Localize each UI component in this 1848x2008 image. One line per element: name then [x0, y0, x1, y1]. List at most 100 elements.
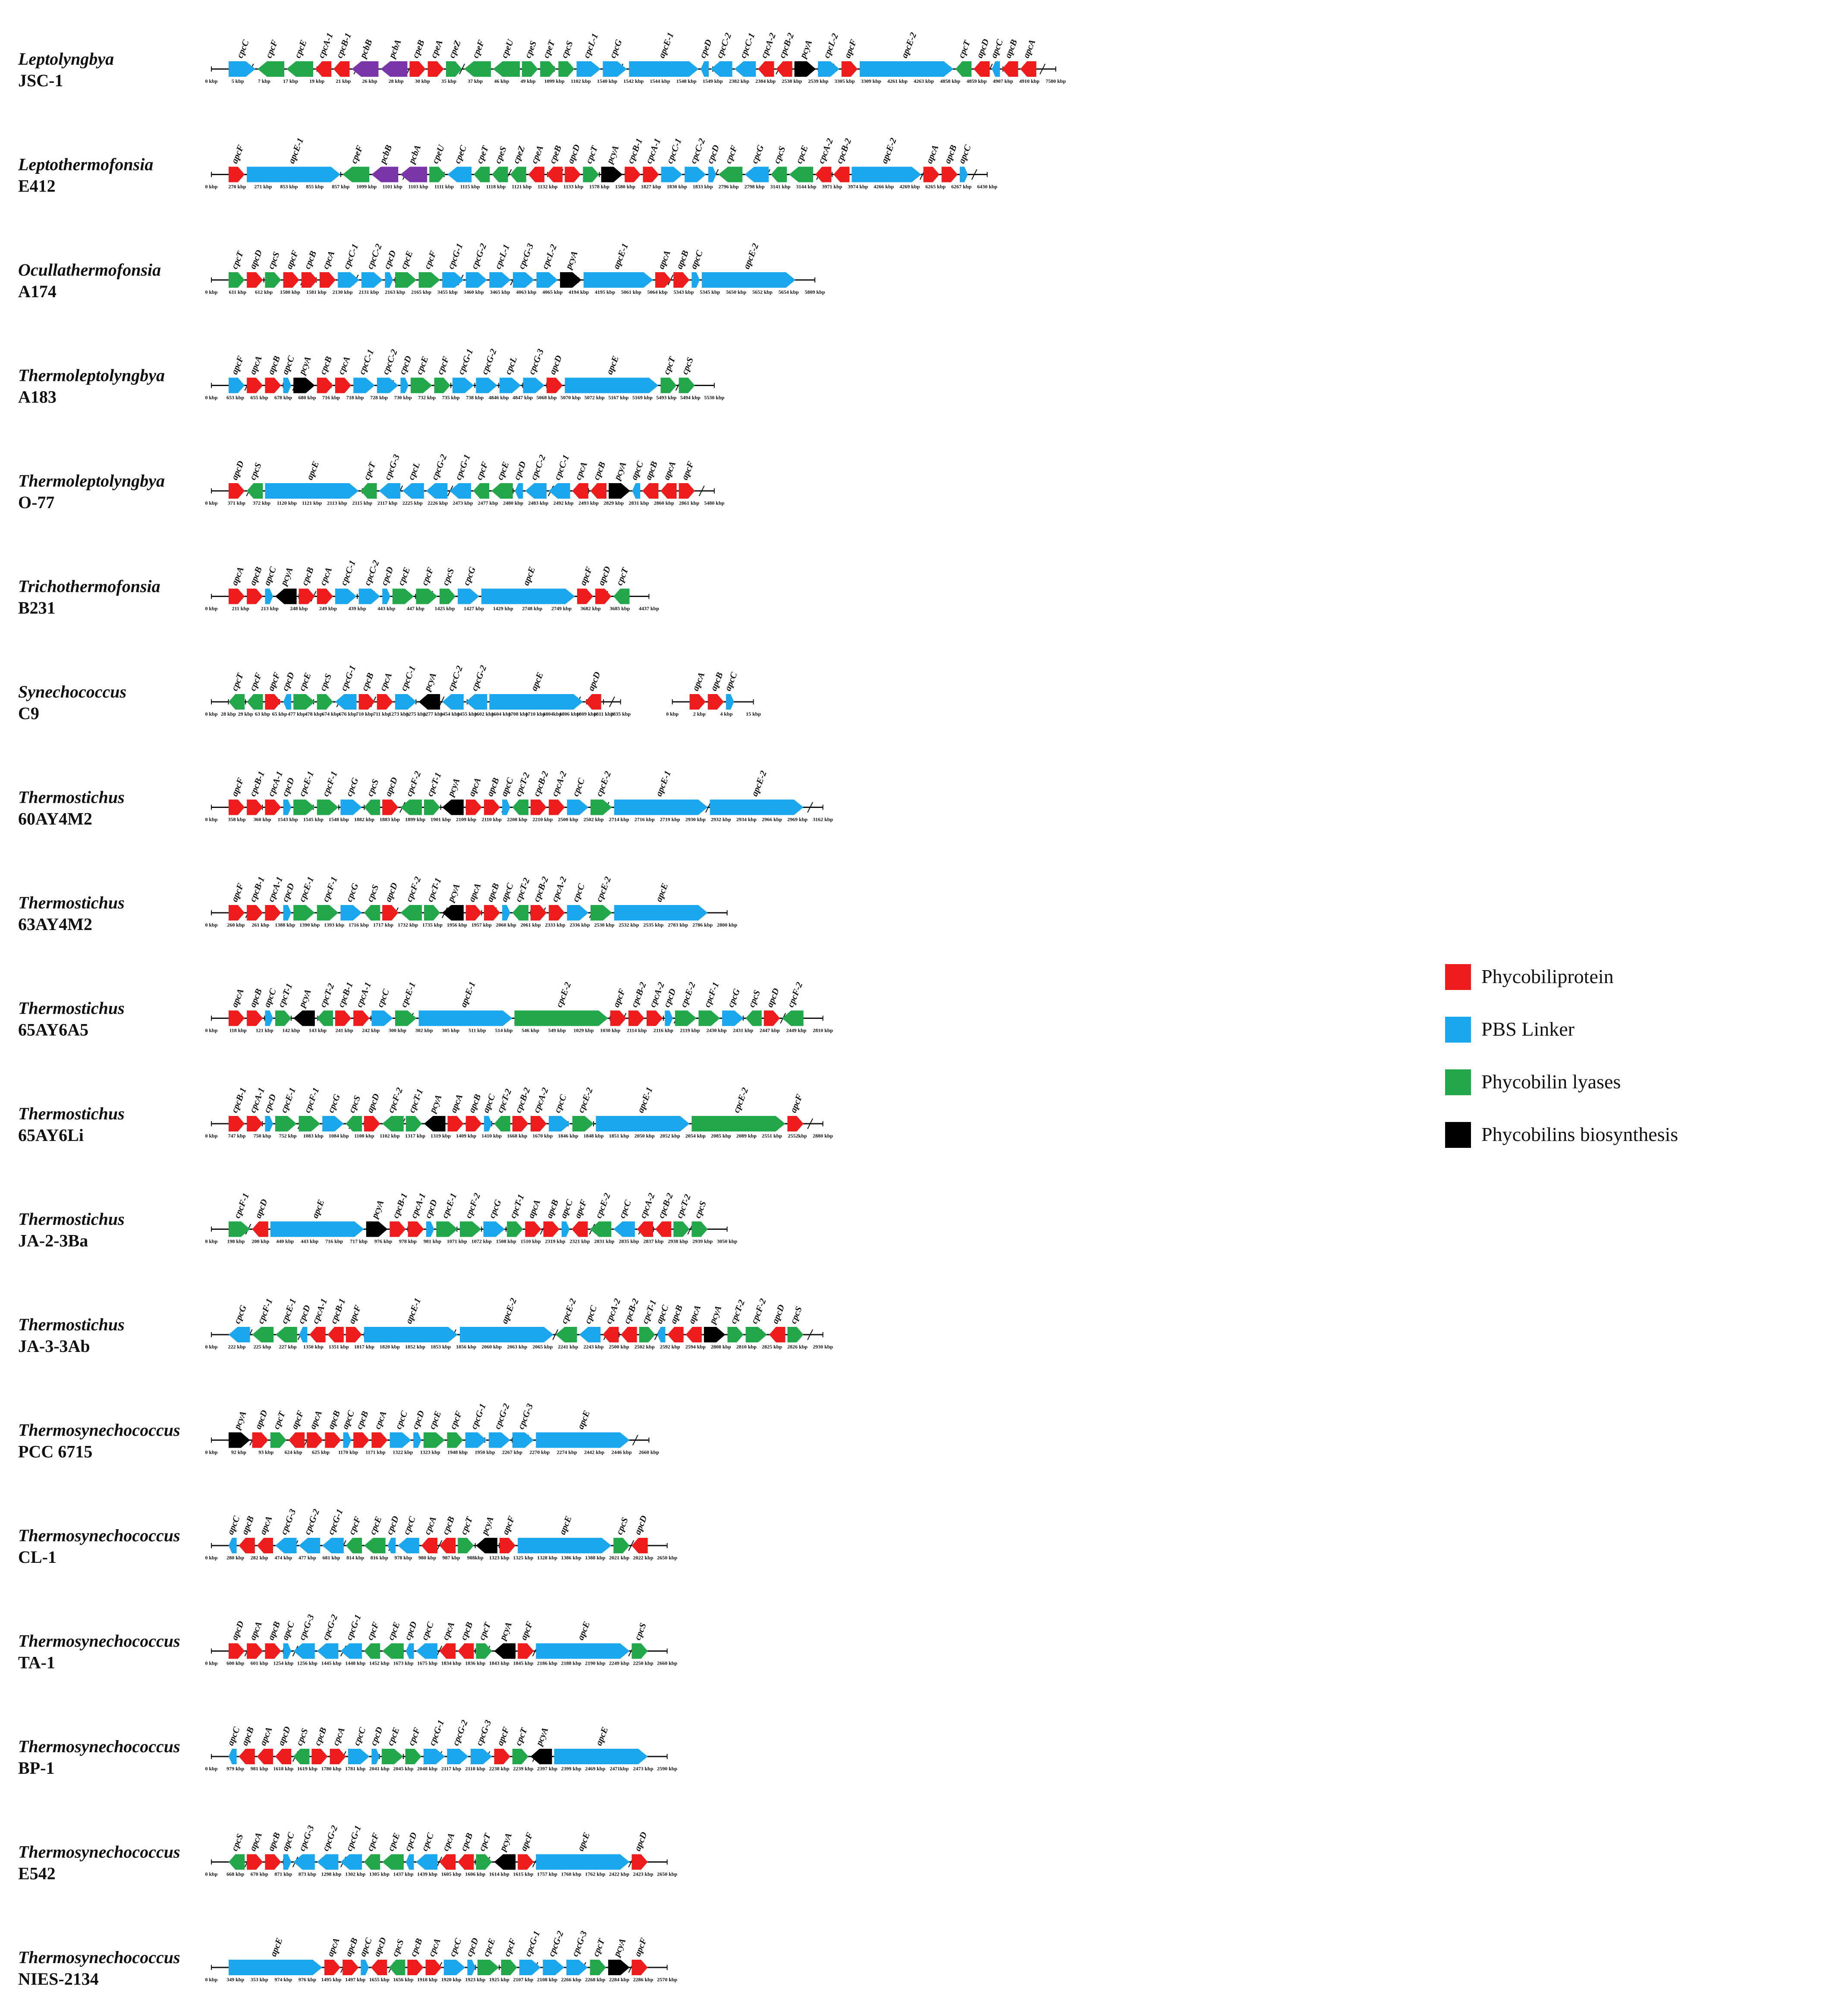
tick-label: 0 kbp — [205, 817, 217, 823]
gene-label: apcE — [528, 671, 545, 692]
gene-label: cpcB-1 — [334, 31, 353, 60]
break-mark — [1039, 63, 1046, 75]
gene-arrow-cpcf — [405, 1749, 421, 1764]
gene-arrow-apcd — [382, 799, 399, 815]
tick-label: 1656 kbp — [393, 1977, 413, 1983]
gene-arrow-pcya — [476, 1538, 497, 1553]
tick-label: 1452 kbp — [369, 1660, 390, 1666]
gene-arrow-cpca-1 — [265, 799, 281, 815]
gene-arrow-cpcd — [283, 905, 292, 921]
gene-label: apcD — [974, 38, 991, 60]
tick-label: 2535 kbp — [643, 922, 663, 928]
tick-label: 2500 kbp — [558, 817, 578, 823]
gene-label: cpcG — [487, 1198, 503, 1219]
tick-label: 2336 kbp — [569, 922, 590, 928]
tick-label: 440 kbp — [276, 1238, 294, 1244]
gene-label: cpcF-1 — [255, 1297, 275, 1325]
gene-label: cpcC — [375, 987, 392, 1009]
tick-label: 2447 kbp — [760, 1028, 780, 1034]
tick-label: 261 kbp — [251, 922, 269, 928]
gene-label: cpcE — [494, 460, 511, 481]
gene-label: cpcA — [440, 1831, 456, 1852]
gene-label: apcA — [307, 1409, 324, 1430]
gene-arrow-cpcc-1 — [395, 694, 417, 710]
tick-label: 143 kbp — [309, 1028, 327, 1034]
tick-label: 4437 kbp — [639, 606, 659, 612]
tick-label: 6430 kbp — [977, 184, 997, 190]
gene-label: cpcG-1 — [427, 1719, 446, 1747]
tick-label: 0 kbp — [205, 289, 217, 295]
gene-label: cpcE-2 — [575, 1086, 595, 1114]
gene-label: apcC — [988, 38, 1005, 60]
tick-label: 0 kbp — [205, 78, 217, 84]
tick-label: 1670 kbp — [532, 1133, 553, 1139]
tick-label: 814 kbp — [346, 1555, 364, 1561]
gene-label: cpcT-1 — [276, 982, 295, 1009]
tick-label: 1103 kbp — [408, 184, 428, 190]
gene-label: cpcA-2 — [603, 1297, 622, 1325]
tick-label: 2483 kbp — [528, 500, 548, 506]
species-genus-label: Thermosynechococcus — [18, 1842, 180, 1862]
gene-label: cpcT — [661, 355, 677, 376]
gene-label: apcA — [247, 1620, 264, 1641]
gene-label: cpcF — [447, 1409, 464, 1430]
gene-arrow-cpcc — [443, 1960, 465, 1975]
gene-arrow-apce-1 — [364, 1327, 458, 1342]
gene-arrow-cpeu — [493, 61, 520, 77]
gene-label: cpcA — [336, 355, 352, 376]
tick-label: 2431 kbp — [733, 1028, 753, 1034]
tick-label: 1883 kbp — [380, 817, 400, 823]
gene-label: cpcS — [247, 461, 264, 481]
tick-label: 1833 kbp — [693, 184, 713, 190]
tick-label: 1386 kbp — [561, 1555, 581, 1561]
tick-label: 2085 kbp — [711, 1133, 731, 1139]
gene-arrow-pcya — [601, 167, 623, 182]
tick-label: 1409 kbp — [456, 1133, 476, 1139]
tick-label: 2538 kbp — [782, 78, 802, 84]
legend-label: PBS Linker — [1481, 1018, 1575, 1040]
tick-label: 1072 kbp — [471, 1238, 492, 1244]
tick-label: 2590 kbp — [657, 1766, 677, 1772]
gene-arrow-cpet — [540, 61, 556, 77]
tick-label: 549 kbp — [548, 1028, 566, 1034]
tick-label: 3050 kbp — [717, 1238, 737, 1244]
gene-arrow-apcb — [941, 167, 958, 182]
tick-label: 241 kbp — [336, 1028, 353, 1034]
gene-label: cpcE-2 — [553, 980, 573, 1009]
gene-arrow-cpce — [411, 377, 432, 393]
tick-label: 2552kbp — [788, 1133, 807, 1139]
tick-label: 674 kbp — [322, 711, 339, 717]
gene-label: cpcS — [365, 778, 381, 798]
gene-label: cpcG-1 — [344, 1613, 363, 1641]
gene-label: cpcF-1 — [320, 770, 339, 798]
gene-arrow-cpcd — [283, 694, 292, 710]
tick-label: 2165 kbp — [411, 289, 431, 295]
species-genus-label: Thermostichus — [18, 1104, 125, 1123]
tick-label: 2119 kbp — [680, 1028, 700, 1034]
tick-label: 2050 kbp — [635, 1133, 655, 1139]
tick-label: 2115 kbp — [352, 500, 373, 506]
tick-label: 1604 kbp — [491, 711, 511, 717]
track-thermosynechococcus-ta-1: Thermosynechococcus TA-1 0 kbp 600 kbp 601 k… — [18, 1613, 677, 1672]
tick-label: 624 kbp — [285, 1449, 302, 1455]
tick-label: 2210 kbp — [532, 817, 553, 823]
gene-arrow-cpct — [476, 1854, 492, 1870]
tick-label: 2473 kbp — [633, 1766, 653, 1772]
gene-label: cpcB — [312, 1726, 328, 1747]
tick-label: 4847 kbp — [512, 395, 533, 401]
tick-label: 2939 kbp — [692, 1238, 713, 1244]
track-thermosynechococcus-nies-2134: Thermosynechococcus NIES-2134 0 kbp 349 kbp… — [18, 1929, 677, 1989]
gene-label: apcF — [518, 1620, 535, 1641]
gene-label: cpcS — [679, 356, 696, 376]
gene-label: cpcE — [296, 671, 313, 692]
tick-label: 2239 kbp — [513, 1766, 533, 1772]
gene-label: cpcS — [294, 1727, 310, 1747]
tick-label: 2592 kbp — [660, 1344, 680, 1350]
gene-arrow-cpcb-1 — [625, 167, 641, 182]
tick-label: 3971 kbp — [822, 184, 842, 190]
species-genus-label: Thermosynechococcus — [18, 1420, 180, 1440]
gene-label: apcF — [229, 354, 246, 376]
gene-label: cpcA — [377, 671, 394, 692]
tick-label: 2333 kbp — [545, 922, 566, 928]
tick-label: 1708 kbp — [508, 711, 528, 717]
